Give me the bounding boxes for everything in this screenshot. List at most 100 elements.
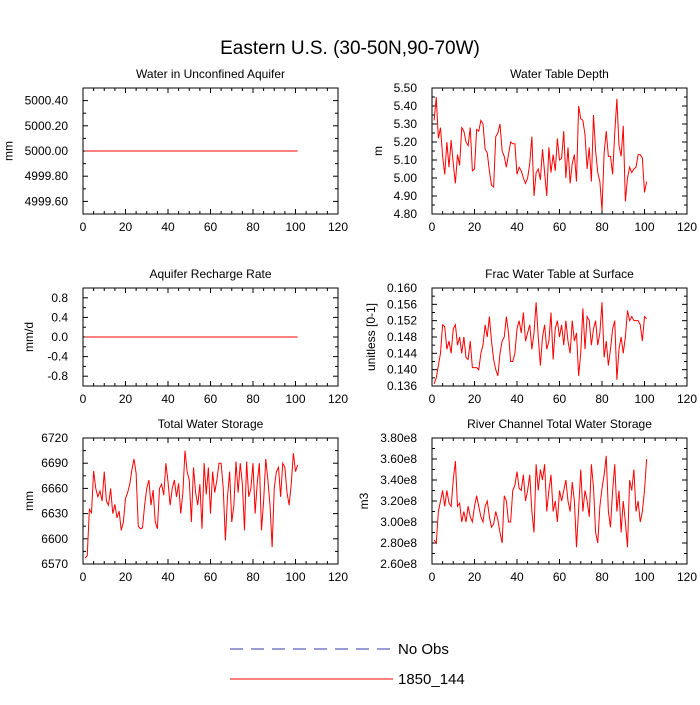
x-tick-label-4-4: 80 xyxy=(246,570,260,584)
x-tick-label-4-6: 120 xyxy=(328,570,348,584)
y-axis-label-5: m3 xyxy=(357,492,371,509)
x-tick-label-3-2: 40 xyxy=(510,392,524,406)
y-axis-label-3: unitless [0-1] xyxy=(364,303,378,371)
x-tick-label-0-1: 20 xyxy=(119,220,133,234)
chart-panel-4: Total Water Storage 0 20 40 60 80 100 120 6570 66… xyxy=(22,417,349,584)
figure-title: Eastern U.S. (30-50N,90-70W) xyxy=(220,38,480,59)
y-tick-label-1-1: 4.90 xyxy=(394,189,418,203)
x-tick-label-3-5: 100 xyxy=(634,392,654,406)
y-tick-label-4-5: 6720 xyxy=(41,431,68,445)
x-tick-label-5-5: 100 xyxy=(634,570,654,584)
x-tick-label-5-6: 120 xyxy=(677,570,697,584)
x-tick-label-1-3: 60 xyxy=(553,220,567,234)
y-tick-label-1-7: 5.50 xyxy=(394,81,418,95)
x-tick-label-5-1: 20 xyxy=(468,570,482,584)
y-tick-label-5-5: 3.60e8 xyxy=(380,452,417,466)
x-tick-label-1-2: 40 xyxy=(510,220,524,234)
x-tick-label-2-3: 60 xyxy=(204,392,218,406)
series-line-3-0 xyxy=(433,302,647,385)
x-tick-label-3-1: 20 xyxy=(468,392,482,406)
y-tick-label-5-0: 2.60e8 xyxy=(380,557,417,571)
x-tick-label-1-6: 120 xyxy=(677,220,697,234)
panel-title-0: Water in Unconfined Aquifer xyxy=(136,67,285,81)
plot-frame-1 xyxy=(431,87,688,215)
y-tick-label-3-6: 0.160 xyxy=(387,281,417,295)
plot-frame-4 xyxy=(82,437,339,565)
y-tick-label-5-4: 3.40e8 xyxy=(380,473,417,487)
x-tick-label-0-0: 0 xyxy=(80,220,87,234)
x-tick-label-0-6: 120 xyxy=(328,220,348,234)
y-tick-label-3-5: 0.156 xyxy=(387,297,417,311)
x-tick-label-1-0: 0 xyxy=(429,220,436,234)
y-tick-label-3-3: 0.148 xyxy=(387,330,417,344)
chart-panel-1: Water Table Depth 0 20 40 60 80 100 120 4.80 4.90… xyxy=(371,67,698,234)
y-tick-label-4-0: 6570 xyxy=(41,557,68,571)
x-tick-label-1-1: 20 xyxy=(468,220,482,234)
series-line-1-0 xyxy=(433,96,648,211)
x-tick-label-4-3: 60 xyxy=(204,570,218,584)
x-tick-label-5-3: 60 xyxy=(553,570,567,584)
panel-title-5: River Channel Total Water Storage xyxy=(467,417,652,431)
y-tick-label-5-6: 3.80e8 xyxy=(380,431,417,445)
y-tick-label-4-4: 6690 xyxy=(41,456,68,470)
panel-title-2: Aquifer Recharge Rate xyxy=(149,267,271,281)
x-tick-label-2-6: 120 xyxy=(328,392,348,406)
chart-panel-0: Water in Unconfined Aquifer 0 20 40 60 80 100 1… xyxy=(1,67,348,234)
y-tick-label-1-2: 5.00 xyxy=(394,171,418,185)
y-tick-label-1-6: 5.40 xyxy=(394,99,418,113)
legend-label-model: 1850_144 xyxy=(398,671,465,688)
y-tick-label-0-0: 4999.60 xyxy=(25,194,69,208)
x-tick-label-1-4: 80 xyxy=(595,220,609,234)
x-tick-label-4-2: 40 xyxy=(161,570,175,584)
x-tick-label-2-4: 80 xyxy=(246,392,260,406)
x-tick-label-1-5: 100 xyxy=(634,220,654,234)
y-tick-label-2-3: 0.4 xyxy=(51,310,68,324)
panel-title-3: Frac Water Table at Surface xyxy=(485,267,634,281)
y-tick-label-1-5: 5.30 xyxy=(394,117,418,131)
legend-label-obs: No Obs xyxy=(398,641,449,658)
y-tick-label-1-0: 4.80 xyxy=(394,207,418,221)
x-tick-label-3-6: 120 xyxy=(677,392,697,406)
x-tick-label-2-1: 20 xyxy=(119,392,133,406)
panel-title-4: Total Water Storage xyxy=(158,417,264,431)
y-tick-label-4-3: 6660 xyxy=(41,481,68,495)
x-tick-label-2-5: 100 xyxy=(285,392,305,406)
x-tick-label-5-2: 40 xyxy=(510,570,524,584)
x-tick-label-0-3: 60 xyxy=(204,220,218,234)
y-tick-label-0-4: 5000.40 xyxy=(25,94,69,108)
chart-panel-2: Aquifer Recharge Rate 0 20 40 60 80 100 120 -0.8… xyxy=(22,267,349,406)
y-axis-label-0: mm xyxy=(1,141,15,161)
y-tick-label-2-1: -0.4 xyxy=(47,350,68,364)
y-tick-label-2-4: 0.8 xyxy=(51,291,68,305)
x-tick-label-2-2: 40 xyxy=(161,392,175,406)
panel-title-1: Water Table Depth xyxy=(510,67,609,81)
panels: Water in Unconfined Aquifer 0 20 40 60 80 100 1… xyxy=(1,67,697,584)
legend: No Obs 1850_144 xyxy=(230,641,465,688)
y-tick-label-4-2: 6630 xyxy=(41,507,68,521)
y-tick-label-2-2: 0.0 xyxy=(51,330,68,344)
x-tick-label-5-0: 0 xyxy=(429,570,436,584)
y-tick-label-4-1: 6600 xyxy=(41,532,68,546)
x-tick-label-2-0: 0 xyxy=(80,392,87,406)
chart-panel-3: Frac Water Table at Surface 0 20 40 60 80 100 1… xyxy=(364,267,697,406)
y-axis-label-2: mm/d xyxy=(22,322,36,352)
x-tick-label-4-5: 100 xyxy=(285,570,305,584)
y-tick-label-1-4: 5.20 xyxy=(394,135,418,149)
y-tick-label-2-0: -0.8 xyxy=(47,369,68,383)
x-tick-label-4-0: 0 xyxy=(80,570,87,584)
plot-frame-5 xyxy=(431,437,688,565)
y-tick-label-0-2: 5000.00 xyxy=(25,144,69,158)
x-tick-label-3-0: 0 xyxy=(429,392,436,406)
y-axis-label-1: m xyxy=(371,146,385,156)
x-tick-label-5-4: 80 xyxy=(595,570,609,584)
y-tick-label-0-1: 4999.80 xyxy=(25,169,69,183)
y-tick-label-3-4: 0.152 xyxy=(387,314,417,328)
y-tick-label-5-2: 3.00e8 xyxy=(380,515,417,529)
y-tick-label-5-1: 2.80e8 xyxy=(380,536,417,550)
chart-panel-5: River Channel Total Water Storage 0 20 40 60… xyxy=(357,417,697,584)
y-tick-label-3-0: 0.136 xyxy=(387,379,417,393)
y-tick-label-0-3: 5000.20 xyxy=(25,119,69,133)
x-tick-label-0-5: 100 xyxy=(285,220,305,234)
